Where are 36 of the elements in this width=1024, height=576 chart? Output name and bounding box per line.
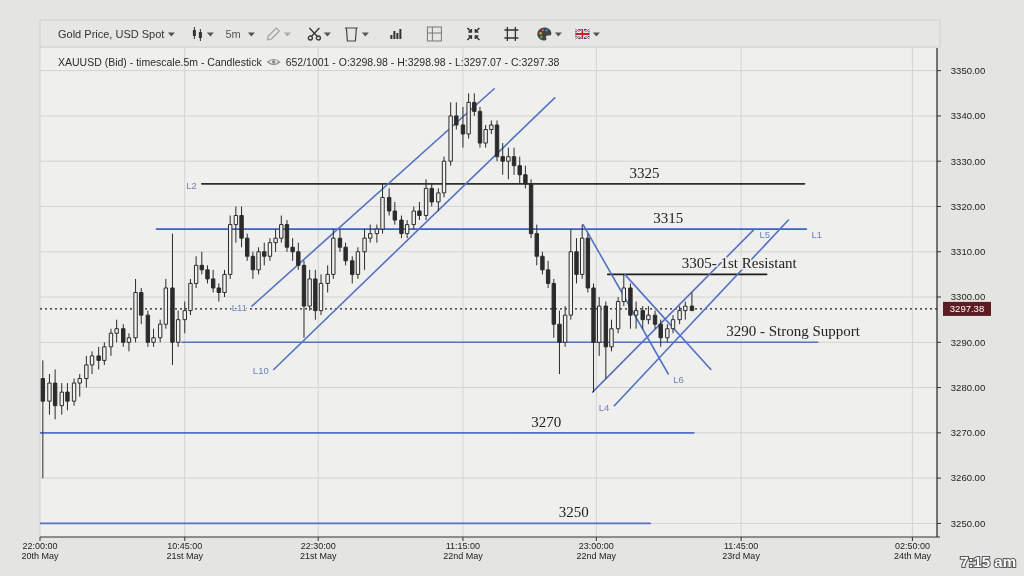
series-label: L11 <box>231 302 247 314</box>
x-tick-label: 23:00:00 22nd May <box>576 541 617 561</box>
x-tick-label: 10:45:00 21st May <box>166 541 204 561</box>
x-tick-label: 11:15:00 22nd May <box>443 541 484 561</box>
x-tick-label: 02:50:00 24th May <box>893 541 932 561</box>
series-label: L6 <box>673 374 684 385</box>
y-tick-label: 3340.00 <box>950 110 986 122</box>
chart-title: Gold Price, USD Spot <box>58 28 165 40</box>
y-tick-label: 3300.00 <box>950 291 986 303</box>
annotation: 3250 <box>558 504 589 521</box>
x-tick-label: 22:30:00 21st May <box>299 541 337 561</box>
text: XAUUSD (Bid) - timescale.5m - Candlestick <box>58 56 263 68</box>
annotation: 3315 <box>653 210 684 227</box>
y-tick-label: 3250.00 <box>950 517 986 529</box>
y-tick-label: 3310.00 <box>950 246 986 258</box>
y-tick-label: 3320.00 <box>950 200 986 212</box>
y-tick-label: 3330.00 <box>950 155 986 167</box>
x-tick-label: 22:00:00 20th May <box>21 541 59 561</box>
series-label: L10 <box>252 365 269 377</box>
series-label: L2 <box>186 179 197 191</box>
annotation: 3290 - Strong Support <box>726 323 861 340</box>
y-tick-label: 3290.00 <box>950 336 986 348</box>
text: 7:15 am <box>960 553 1016 570</box>
annotation: 3270 <box>531 413 562 430</box>
annotation: 652/1001 - O:3298.98 - H:3298.98 - L:3297.07 - C:3297.38 <box>285 56 560 68</box>
y-tick-label: 3270.00 <box>950 427 986 439</box>
series-label: L4 <box>598 401 610 413</box>
series-label: L1 <box>811 229 822 241</box>
ref-line-label: 3297.38 <box>949 303 985 315</box>
text: 5m <box>225 28 241 40</box>
x-tick-label: 11:45:00 23rd May <box>722 541 761 561</box>
y-tick-label: 3280.00 <box>950 381 986 393</box>
y-tick-label: 3260.00 <box>950 472 986 484</box>
annotation: 3325 <box>629 164 660 181</box>
series-label: L5 <box>759 229 770 241</box>
y-tick-label: 3350.00 <box>950 64 986 76</box>
